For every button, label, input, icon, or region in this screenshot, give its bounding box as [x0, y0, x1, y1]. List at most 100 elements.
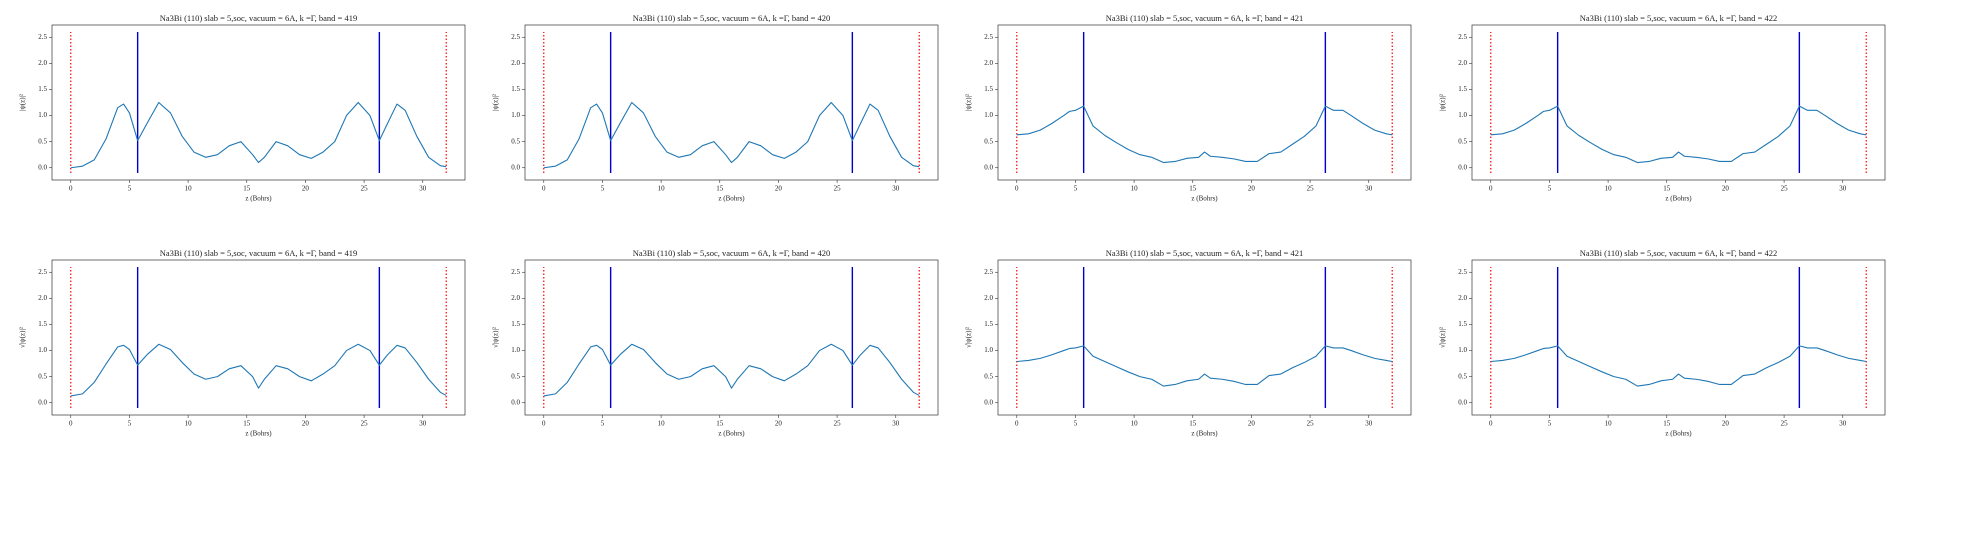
y-tick-label: 0.0 [1458, 398, 1467, 406]
y-tick-label: 0.0 [984, 398, 993, 406]
x-axis-label: z (Bohrs) [1665, 195, 1692, 203]
x-axis-label: z (Bohrs) [245, 430, 272, 438]
x-tick-label: 15 [1189, 420, 1197, 428]
y-axis-label: |ψ(z)|² [965, 94, 973, 111]
x-tick-label: 20 [1248, 185, 1256, 193]
x-tick-label: 5 [1548, 420, 1552, 428]
y-tick-label: 1.0 [984, 346, 993, 354]
y-axis-label: |ψ(z)|² [492, 94, 500, 111]
x-tick-label: 20 [1722, 420, 1730, 428]
x-axis-label: z (Bohrs) [1665, 430, 1692, 438]
x-tick-label: 25 [1307, 420, 1315, 428]
x-axis-label: z (Bohrs) [1191, 430, 1218, 438]
x-tick-label: 10 [1131, 185, 1139, 193]
y-axis-label: √|ψ(z)|² [1439, 327, 1447, 348]
chart-title: Na3Bi (110) slab = 5,soc, vacuum = 6A, k… [633, 248, 830, 258]
x-tick-label: 30 [1839, 185, 1847, 193]
x-tick-label: 20 [302, 420, 310, 428]
y-tick-label: 1.5 [38, 320, 47, 328]
y-tick-label: 2.0 [984, 294, 993, 302]
x-tick-label: 20 [1248, 420, 1256, 428]
axes-frame [1471, 259, 1886, 416]
x-axis-label: z (Bohrs) [718, 430, 745, 438]
chart-title: Na3Bi (110) slab = 5,soc, vacuum = 6A, k… [160, 13, 357, 23]
x-tick-label: 25 [834, 185, 842, 193]
y-tick-label: 1.5 [511, 320, 520, 328]
chart-title: Na3Bi (110) slab = 5,soc, vacuum = 6A, k… [1106, 13, 1303, 23]
line-series [1490, 345, 1867, 387]
y-tick-label: 1.5 [984, 85, 993, 93]
y-tick-label: 2.5 [1458, 33, 1467, 41]
x-tick-label: 30 [1839, 420, 1847, 428]
y-tick-label: 0.5 [38, 372, 47, 380]
y-tick-label: 2.5 [38, 268, 47, 276]
x-tick-label: 25 [1307, 185, 1315, 193]
line-series [1016, 105, 1393, 164]
line-series [543, 343, 920, 397]
y-tick-label: 0.0 [38, 398, 47, 406]
y-tick-label: 1.5 [984, 320, 993, 328]
x-tick-label: 25 [834, 420, 842, 428]
x-tick-label: 25 [1781, 185, 1789, 193]
y-axis-label: |ψ(z)|² [19, 94, 27, 111]
y-tick-label: 1.0 [984, 111, 993, 119]
x-tick-label: 15 [243, 420, 251, 428]
x-tick-label: 5 [1548, 185, 1552, 193]
x-tick-label: 5 [601, 420, 605, 428]
x-tick-label: 0 [1015, 420, 1019, 428]
x-tick-label: 10 [185, 185, 193, 193]
x-tick-label: 0 [1489, 185, 1493, 193]
y-tick-label: 0.0 [1458, 163, 1467, 171]
chart-title: Na3Bi (110) slab = 5,soc, vacuum = 6A, k… [160, 248, 357, 258]
x-tick-label: 15 [716, 185, 724, 193]
y-axis-label: √|ψ(z)|² [492, 327, 500, 348]
y-tick-label: 0.5 [38, 137, 47, 145]
y-tick-label: 0.5 [984, 137, 993, 145]
y-tick-label: 2.0 [38, 294, 47, 302]
x-tick-label: 30 [892, 420, 900, 428]
y-tick-label: 1.0 [511, 111, 520, 119]
x-tick-label: 0 [1489, 420, 1493, 428]
y-tick-label: 2.5 [984, 33, 993, 41]
y-tick-label: 2.0 [1458, 294, 1467, 302]
y-tick-label: 1.0 [38, 111, 47, 119]
y-tick-label: 2.0 [38, 59, 47, 67]
x-tick-label: 30 [1365, 420, 1373, 428]
y-axis-label: √|ψ(z)|² [965, 327, 973, 348]
x-tick-label: 5 [601, 185, 605, 193]
y-tick-label: 0.5 [984, 372, 993, 380]
axes-frame [524, 24, 939, 181]
axes-frame [51, 24, 466, 181]
x-tick-label: 15 [243, 185, 251, 193]
y-tick-label: 0.5 [1458, 137, 1467, 145]
chart-title: Na3Bi (110) slab = 5,soc, vacuum = 6A, k… [1580, 248, 1777, 258]
x-axis-label: z (Bohrs) [245, 195, 272, 203]
y-tick-label: 1.0 [1458, 111, 1467, 119]
y-axis-label: |ψ(z)|² [1439, 94, 1447, 111]
x-tick-label: 25 [361, 185, 369, 193]
x-tick-label: 15 [1663, 185, 1671, 193]
x-tick-label: 10 [658, 420, 666, 428]
y-tick-label: 0.0 [984, 163, 993, 171]
chart-title: Na3Bi (110) slab = 5,soc, vacuum = 6A, k… [1106, 248, 1303, 258]
x-tick-label: 20 [302, 185, 310, 193]
line-series [1016, 345, 1393, 387]
x-tick-label: 15 [716, 420, 724, 428]
chart-title: Na3Bi (110) slab = 5,soc, vacuum = 6A, k… [1580, 13, 1777, 23]
x-tick-label: 15 [1663, 420, 1671, 428]
y-tick-label: 1.0 [1458, 346, 1467, 354]
y-tick-label: 2.5 [984, 268, 993, 276]
x-axis-label: z (Bohrs) [718, 195, 745, 203]
x-tick-label: 20 [775, 185, 783, 193]
x-tick-label: 10 [1605, 185, 1613, 193]
line-series [1490, 105, 1867, 164]
x-tick-label: 25 [1781, 420, 1789, 428]
x-tick-label: 5 [1074, 420, 1078, 428]
y-tick-label: 2.5 [38, 33, 47, 41]
y-tick-label: 0.5 [511, 137, 520, 145]
x-tick-label: 5 [1074, 185, 1078, 193]
y-tick-label: 1.0 [38, 346, 47, 354]
x-tick-label: 15 [1189, 185, 1197, 193]
x-tick-label: 30 [419, 420, 427, 428]
x-tick-label: 20 [1722, 185, 1730, 193]
